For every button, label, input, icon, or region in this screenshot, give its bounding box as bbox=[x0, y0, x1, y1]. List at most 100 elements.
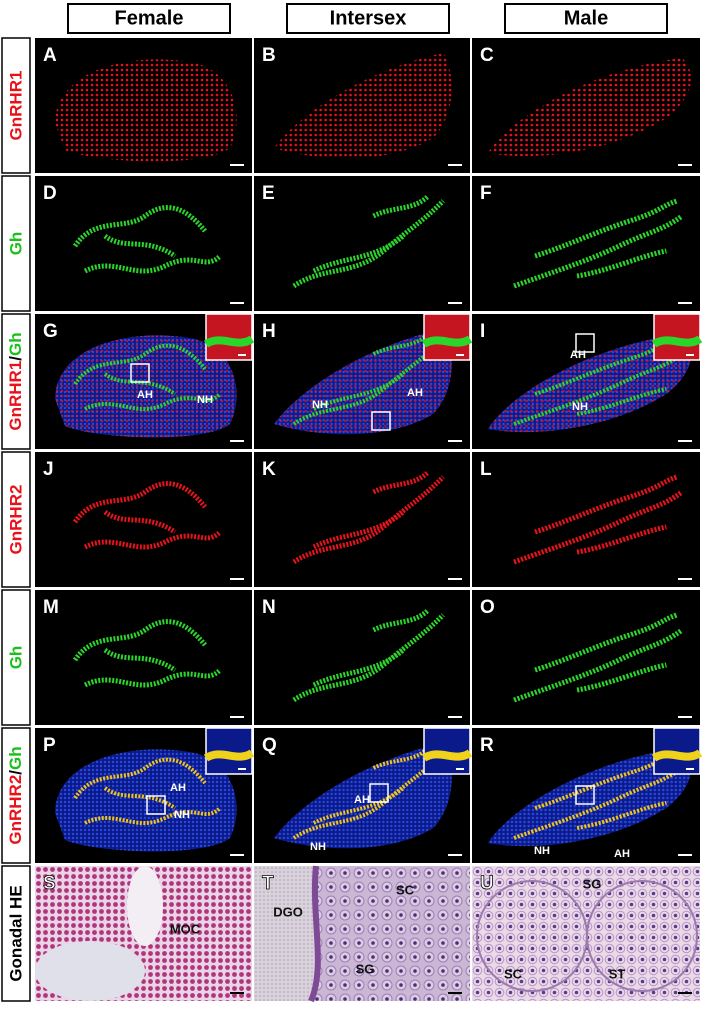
annotation: SG bbox=[356, 961, 375, 976]
row-label: Gh bbox=[6, 232, 25, 256]
row-label: GnRHR2/Gh bbox=[6, 746, 25, 844]
annotation: NH bbox=[312, 399, 328, 411]
inset-band bbox=[203, 335, 255, 348]
tissue bbox=[273, 53, 452, 159]
header-box bbox=[286, 3, 450, 34]
row-label-part: / bbox=[6, 356, 25, 361]
panel-background bbox=[254, 590, 470, 725]
panel: Q AH NH bbox=[254, 727, 473, 863]
panel: E bbox=[254, 176, 470, 311]
panel-letter: T bbox=[262, 873, 274, 894]
panel-letter: P bbox=[43, 735, 56, 756]
tissue-loops bbox=[72, 619, 222, 688]
panel: L bbox=[472, 452, 700, 587]
panel: N bbox=[254, 590, 470, 725]
panel: C bbox=[472, 38, 700, 173]
column-header: Male bbox=[564, 7, 608, 29]
row-label-part: / bbox=[6, 770, 25, 775]
tissue-loops bbox=[72, 205, 222, 274]
column-header: Intersex bbox=[330, 7, 407, 29]
panel-letter: I bbox=[480, 321, 485, 342]
panel: A bbox=[35, 38, 252, 173]
header-box bbox=[67, 3, 231, 34]
panel-letter: M bbox=[43, 597, 59, 618]
row-label-box bbox=[1, 451, 31, 588]
panel: T DGO SC SG bbox=[254, 865, 470, 1003]
row-label-box bbox=[1, 37, 31, 174]
panel-letter: N bbox=[262, 597, 276, 618]
annotation: NH bbox=[310, 841, 326, 853]
panel: O bbox=[472, 590, 700, 725]
panel-background bbox=[254, 452, 470, 587]
row-label-box bbox=[1, 589, 31, 726]
panel: S MOC bbox=[35, 866, 252, 1001]
panel-letter: J bbox=[43, 459, 54, 480]
panel: F bbox=[472, 176, 700, 311]
tissue-red bbox=[55, 335, 237, 438]
inset-band bbox=[651, 749, 702, 762]
annotation: AH bbox=[354, 794, 370, 806]
panel: K bbox=[254, 452, 470, 587]
roi-box bbox=[146, 795, 166, 815]
panel-letter: G bbox=[43, 321, 58, 342]
row-label-part: GnRHR2 bbox=[6, 775, 25, 845]
panel-letter: H bbox=[262, 321, 276, 342]
row-label: GnRHR2 bbox=[6, 485, 25, 555]
annotation: NH bbox=[174, 809, 190, 821]
panel-letter: E bbox=[262, 183, 275, 204]
panel-letter: L bbox=[480, 459, 492, 480]
column-header: Female bbox=[115, 7, 184, 29]
tissue-loops bbox=[72, 481, 222, 550]
panel-letter: U bbox=[480, 873, 494, 894]
row-label-box bbox=[1, 175, 31, 312]
inset bbox=[205, 727, 253, 775]
panels: A B C D E F G AH NH H NH AH I AH NH J K L M N O P AH NH Q AH NH R NH… bbox=[35, 38, 702, 1003]
panel-letter: B bbox=[262, 45, 276, 66]
panel: M bbox=[35, 590, 252, 725]
annotation: ST bbox=[609, 966, 626, 981]
tissue-wall bbox=[308, 865, 321, 1003]
annotation: NH bbox=[572, 401, 588, 413]
panel-background bbox=[472, 176, 700, 311]
tissue-loops bbox=[513, 198, 684, 289]
row-label-part: Gh bbox=[6, 746, 25, 770]
tissue bbox=[55, 59, 237, 162]
panel: J bbox=[35, 452, 252, 587]
panel-letter: R bbox=[480, 735, 494, 756]
tissue-loops bbox=[513, 474, 684, 565]
annotation: SG bbox=[583, 876, 602, 891]
panel: U SG SC ST bbox=[472, 866, 700, 1001]
tissue bbox=[55, 749, 237, 852]
tissue-loops bbox=[292, 194, 445, 289]
inset-band bbox=[203, 749, 255, 762]
row-label-box bbox=[1, 865, 31, 1002]
annotation: AH bbox=[170, 782, 186, 794]
panel-letter: O bbox=[480, 597, 495, 618]
panel: I AH NH bbox=[472, 313, 702, 449]
panel-letter: K bbox=[262, 459, 276, 480]
panel: G AH NH bbox=[35, 313, 255, 449]
panel: R NH AH bbox=[472, 727, 702, 863]
tissue-light bbox=[35, 941, 145, 1001]
roi-box bbox=[575, 333, 595, 353]
tissue bbox=[487, 58, 692, 157]
annotation: AH bbox=[137, 389, 153, 401]
roi-box bbox=[575, 785, 595, 805]
panel-background bbox=[472, 452, 700, 587]
tissue-light bbox=[127, 866, 163, 946]
inset-band bbox=[651, 335, 702, 348]
tubule bbox=[586, 880, 698, 992]
panel-letter: C bbox=[480, 45, 494, 66]
tissue-loops bbox=[292, 608, 445, 703]
annotation: AH bbox=[407, 387, 423, 399]
row-label: GnRHR1 bbox=[6, 71, 25, 141]
annotation: DGO bbox=[273, 904, 303, 919]
annotation: AH bbox=[614, 848, 630, 860]
panel: D bbox=[35, 176, 252, 311]
header-box bbox=[504, 3, 668, 34]
tissue-dgo bbox=[254, 866, 316, 1001]
row-label-box bbox=[1, 727, 31, 864]
tissue-loops bbox=[73, 757, 222, 825]
panel: H NH AH bbox=[254, 313, 473, 449]
